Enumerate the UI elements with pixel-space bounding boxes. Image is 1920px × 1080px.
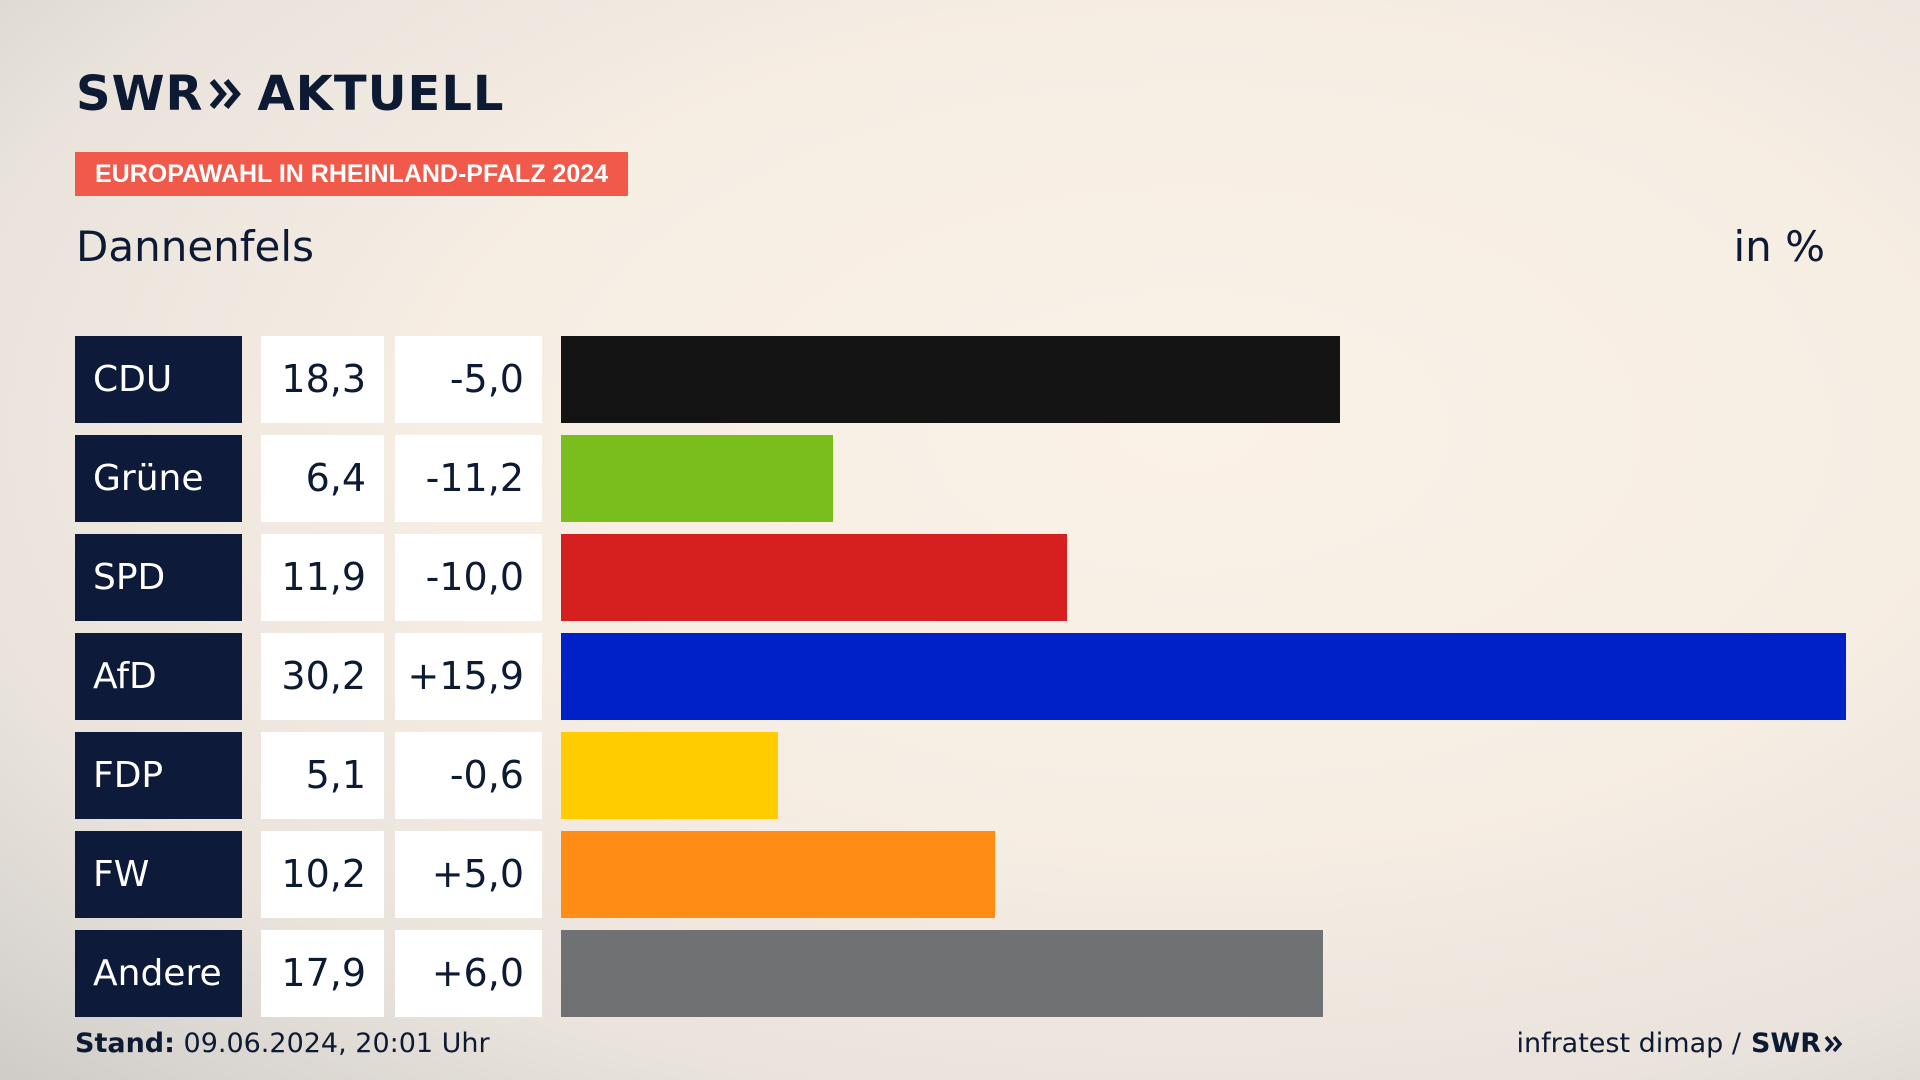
place-title: Dannenfels <box>76 222 314 271</box>
vote-change-value: +5,0 <box>395 831 542 918</box>
source-text: infratest dimap / <box>1516 1028 1741 1059</box>
vote-change-value: -5,0 <box>395 336 542 423</box>
chart-row: Andere 17,9 +6,0 <box>75 930 1850 1017</box>
vote-share-value: 6,4 <box>261 435 384 522</box>
stand-label: Stand: <box>75 1028 175 1059</box>
vote-change-value: -0,6 <box>395 732 542 819</box>
source-credit: infratest dimap / SWR <box>1516 1028 1844 1059</box>
chart-row: FDP 5,1 -0,6 <box>75 732 1850 819</box>
vote-share-value: 5,1 <box>261 732 384 819</box>
party-label: Andere <box>75 930 242 1017</box>
vote-change-value: +15,9 <box>395 633 542 720</box>
vote-change-value: -11,2 <box>395 435 542 522</box>
unit-label: in % <box>1733 222 1825 271</box>
party-label: CDU <box>75 336 242 423</box>
chart-row: AfD 30,2 +15,9 <box>75 633 1850 720</box>
brand-text: SWR <box>1750 1028 1821 1059</box>
chart-row: FW 10,2 +5,0 <box>75 831 1850 918</box>
party-label: FDP <box>75 732 242 819</box>
chart-row: SPD 11,9 -10,0 <box>75 534 1850 621</box>
chart-row: Grüne 6,4 -11,2 <box>75 435 1850 522</box>
bar <box>561 732 778 819</box>
party-label: SPD <box>75 534 242 621</box>
timestamp: Stand: 09.06.2024, 20:01 Uhr <box>75 1028 490 1059</box>
vote-change-value: +6,0 <box>395 930 542 1017</box>
stand-value: 09.06.2024, 20:01 Uhr <box>183 1028 490 1059</box>
bar <box>561 930 1323 1017</box>
vote-share-value: 17,9 <box>261 930 384 1017</box>
bar <box>561 534 1067 621</box>
party-label: AfD <box>75 633 242 720</box>
vote-share-value: 30,2 <box>261 633 384 720</box>
bar <box>561 435 833 522</box>
double-chevron-icon <box>209 77 243 111</box>
vote-share-value: 11,9 <box>261 534 384 621</box>
swr-aktuell-logo: SWR AKTUELL <box>76 66 505 122</box>
party-label: FW <box>75 831 242 918</box>
vote-share-value: 18,3 <box>261 336 384 423</box>
bar <box>561 633 1846 720</box>
vote-share-value: 10,2 <box>261 831 384 918</box>
bar <box>561 336 1340 423</box>
bar <box>561 831 995 918</box>
vote-change-value: -10,0 <box>395 534 542 621</box>
logo-aktuell-text: AKTUELL <box>257 66 505 122</box>
party-label: Grüne <box>75 435 242 522</box>
election-tag: EUROPAWAHL IN RHEINLAND-PFALZ 2024 <box>75 152 629 196</box>
logo-swr-text: SWR <box>76 66 204 122</box>
chart-row: CDU 18,3 -5,0 <box>75 336 1850 423</box>
swr-brand: SWR <box>1751 1028 1844 1059</box>
double-chevron-small-icon <box>1824 1035 1843 1052</box>
